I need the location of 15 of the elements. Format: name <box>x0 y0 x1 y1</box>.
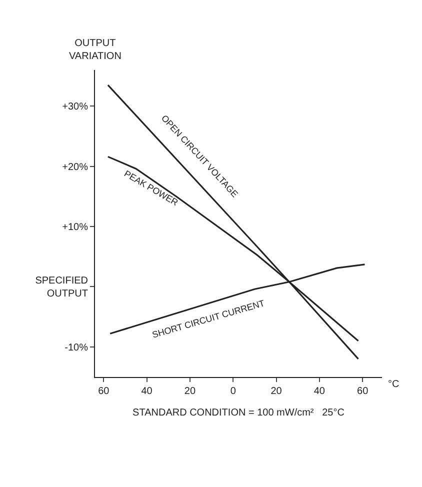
y-tick-label: SPECIFIED OUTPUT <box>35 276 88 300</box>
x-tick-label: 0 <box>230 386 236 397</box>
text: °C <box>388 379 400 390</box>
y-axis-title: OUTPUT VARIATION <box>69 38 122 62</box>
x-tick-label: 20 <box>270 386 282 397</box>
x-axis-title: STANDARD CONDITION = 100 mW/cm² 25°C <box>132 408 344 418</box>
y-tick-label: +20% <box>62 162 88 173</box>
y-tick-label: +10% <box>62 222 88 234</box>
x-tick-label: 40 <box>141 386 153 397</box>
x-tick-label: 60 <box>98 386 110 397</box>
x-tick-label: 40 <box>314 386 326 397</box>
x-tick-label: 20 <box>184 386 196 397</box>
y-tick-label: +30% <box>62 102 88 113</box>
y-tick-label: -10% <box>64 342 88 354</box>
x-tick-label: 60 <box>357 386 369 397</box>
